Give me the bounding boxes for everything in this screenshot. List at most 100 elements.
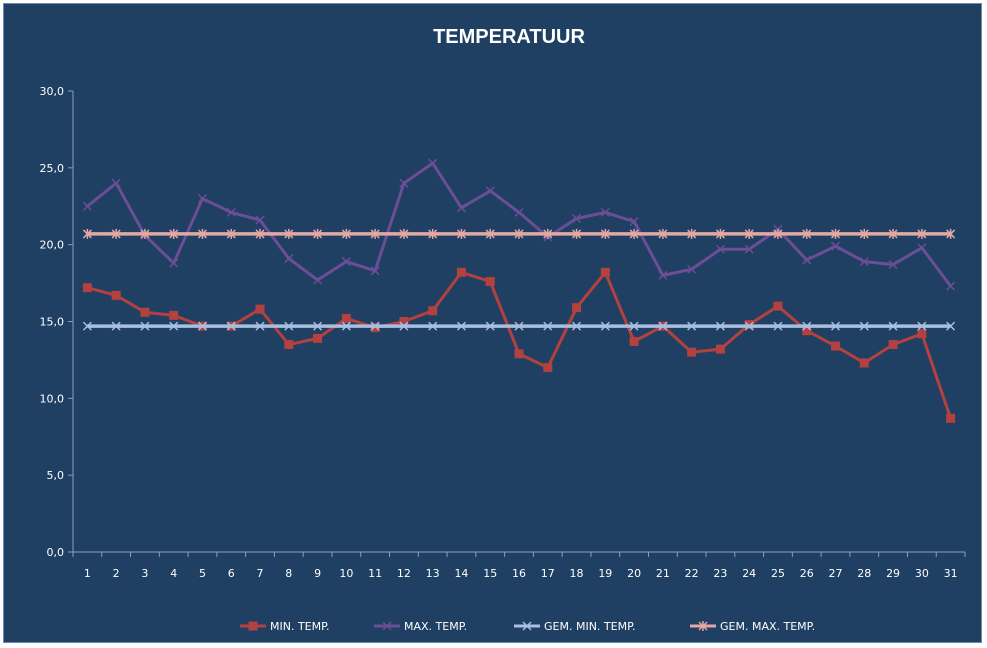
x-tick-label: 17: [541, 567, 555, 580]
data-point: [111, 228, 121, 239]
data-point: [802, 321, 812, 331]
data-point: [485, 186, 495, 196]
series-line: [87, 270, 953, 419]
x-tick-label: 20: [627, 567, 641, 580]
data-point: [485, 277, 495, 287]
data-point: [572, 228, 582, 239]
data-point: [284, 228, 294, 239]
data-point: [831, 341, 841, 351]
data-point: [456, 203, 466, 213]
data-point: [802, 326, 812, 336]
x-tick-label: 5: [199, 567, 206, 580]
legend-item: MIN. TEMP.: [240, 620, 330, 633]
data-point: [284, 321, 294, 331]
data-point: [341, 321, 351, 331]
data-point: [658, 228, 668, 239]
data-point: [140, 307, 150, 317]
legend-label: GEM. MIN. TEMP.: [544, 620, 636, 633]
data-point: [888, 260, 898, 270]
data-point: [629, 336, 639, 346]
data-point: [284, 340, 294, 350]
y-tick-label: 25,0: [40, 162, 65, 175]
data-point: [687, 321, 697, 331]
legend-label: MAX. TEMP.: [404, 620, 467, 633]
data-point: [514, 228, 524, 239]
data-point: [687, 347, 697, 357]
data-point: [859, 257, 869, 267]
legend-marker: [248, 621, 258, 631]
data-point: [428, 228, 438, 239]
chart-frame: TEMPERATUUR 0,0 5,0 10,0 15,0 20,0 25,0 30,0 1 2…: [3, 3, 982, 643]
data-point: [715, 321, 725, 331]
y-tick-label: 5,0: [47, 469, 65, 482]
data-point: [802, 228, 812, 239]
data-point: [255, 321, 265, 331]
x-tick-label: 14: [454, 567, 468, 580]
x-tick-label: 6: [228, 567, 235, 580]
data-point: [917, 329, 927, 339]
y-tick-label: 0,0: [47, 546, 65, 559]
data-point: [888, 321, 898, 331]
x-tick-label: 12: [397, 567, 411, 580]
y-tick-label: 15,0: [40, 316, 65, 329]
data-point: [255, 304, 265, 314]
data-point: [399, 228, 409, 239]
data-point: [658, 321, 668, 331]
x-tick-label: 22: [685, 567, 699, 580]
x-tick-label: 23: [713, 567, 727, 580]
x-tick-label: 15: [483, 567, 497, 580]
data-point: [687, 264, 697, 274]
data-point: [572, 303, 582, 313]
x-tick-label: 16: [512, 567, 526, 580]
data-point: [715, 344, 725, 354]
data-point: [428, 306, 438, 316]
data-point: [456, 267, 466, 277]
legend-label: MIN. TEMP.: [270, 620, 330, 633]
data-point: [888, 228, 898, 239]
data-point: [399, 317, 409, 326]
legend-marker: [382, 621, 392, 631]
data-point: [370, 228, 380, 239]
data-point: [600, 207, 610, 217]
data-point: [284, 253, 294, 264]
data-point: [917, 228, 927, 239]
data-point: [543, 228, 553, 239]
data-point: [888, 340, 898, 350]
data-point: [600, 321, 610, 331]
data-point: [773, 321, 783, 331]
y-tick-label: 10,0: [40, 392, 65, 405]
x-tick-label: 13: [426, 567, 440, 580]
x-tick-label: 2: [113, 567, 120, 580]
data-point: [82, 201, 92, 211]
data-point: [600, 228, 610, 239]
data-point: [226, 228, 236, 239]
data-point: [255, 215, 265, 225]
data-point: [629, 321, 639, 331]
data-point: [744, 244, 754, 254]
data-point: [399, 321, 409, 331]
x-tick-label: 18: [570, 567, 584, 580]
data-point: [744, 321, 754, 331]
data-point: [111, 178, 121, 188]
x-tick-label: 9: [314, 567, 321, 580]
data-point: [226, 321, 236, 331]
data-point: [82, 228, 92, 239]
data-point: [917, 321, 927, 331]
series-3: [82, 321, 956, 331]
data-point: [658, 270, 668, 280]
data-point: [715, 228, 725, 239]
data-point: [399, 178, 409, 188]
data-point: [197, 321, 208, 331]
data-point: [341, 228, 351, 239]
x-tick-label: 10: [339, 567, 353, 580]
series-1: [82, 267, 956, 423]
data-point: [917, 243, 927, 253]
data-point: [111, 290, 121, 300]
data-point: [313, 321, 323, 331]
data-point: [169, 228, 179, 239]
data-point: [370, 266, 380, 276]
data-point: [485, 321, 495, 331]
data-point: [629, 217, 639, 227]
data-point: [543, 363, 553, 373]
data-point: [341, 313, 351, 323]
